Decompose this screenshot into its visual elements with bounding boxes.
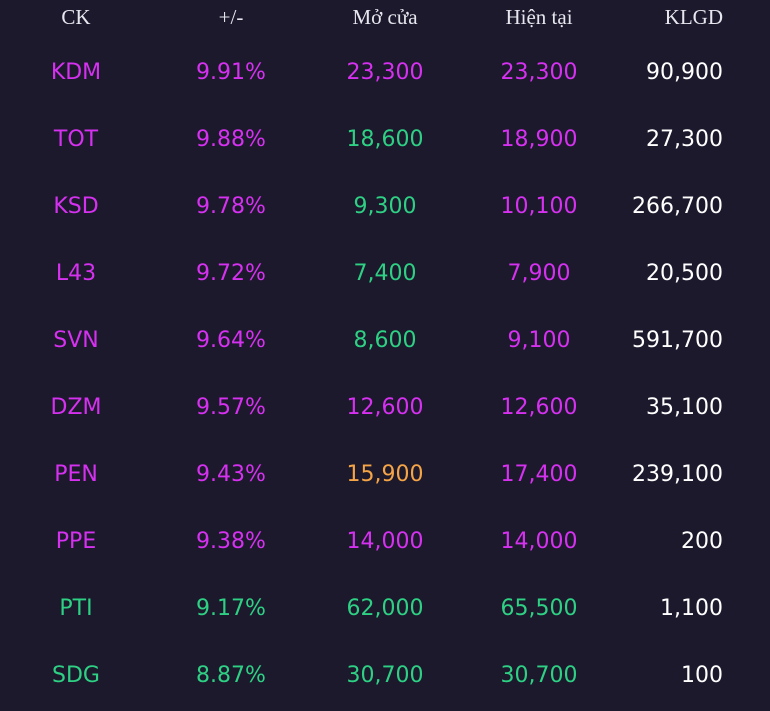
open-price-cell: 23,300 (346, 60, 424, 85)
open-price-cell: 30,700 (346, 663, 424, 688)
open-price-cell: 8,600 (353, 328, 417, 353)
current-price-cell: 7,900 (507, 261, 571, 286)
header-current[interactable]: Hiện tại (505, 5, 573, 29)
volume-cell: 27,300 (646, 127, 723, 152)
current-price-cell: 14,000 (500, 529, 578, 554)
current-price-cell: 17,400 (500, 462, 578, 487)
open-price-cell: 62,000 (346, 596, 424, 621)
open-price-cell: 18,600 (346, 127, 424, 152)
header-volume[interactable]: KLGD (664, 5, 723, 29)
change-cell: 8.87% (196, 663, 266, 688)
ticker-cell: KSD (53, 194, 99, 219)
change-cell: 9.57% (196, 395, 266, 420)
current-price-cell: 10,100 (500, 194, 578, 219)
change-cell: 9.88% (196, 127, 266, 152)
ticker-cell: L43 (55, 261, 97, 286)
header-ck[interactable]: CK (61, 5, 91, 29)
ticker-cell: PTI (59, 596, 93, 621)
volume-cell: 239,100 (632, 462, 723, 487)
table-row[interactable]: L43 9.72% 7,400 7,900 20,500 (0, 240, 770, 307)
current-price-cell: 12,600 (500, 395, 578, 420)
volume-cell: 20,500 (646, 261, 723, 286)
current-price-cell: 9,100 (507, 328, 571, 353)
table-row[interactable]: PTI 9.17% 62,000 65,500 1,100 (0, 575, 770, 642)
volume-cell: 200 (681, 529, 723, 554)
change-cell: 9.64% (196, 328, 266, 353)
volume-cell: 1,100 (660, 596, 723, 621)
table-row[interactable]: DZM 9.57% 12,600 12,600 35,100 (0, 374, 770, 441)
current-price-cell: 65,500 (500, 596, 578, 621)
table-row[interactable]: SDG 8.87% 30,700 30,700 100 (0, 642, 770, 709)
table-row[interactable]: PPE 9.38% 14,000 14,000 200 (0, 508, 770, 575)
table-header: CK +/- Mở cửa Hiện tại KLGD (0, 0, 770, 34)
open-price-cell: 14,000 (346, 529, 424, 554)
change-cell: 9.38% (196, 529, 266, 554)
volume-cell: 100 (681, 663, 723, 688)
ticker-cell: SDG (52, 663, 100, 688)
ticker-cell: TOT (53, 127, 99, 152)
open-price-cell: 9,300 (353, 194, 417, 219)
volume-cell: 266,700 (632, 194, 723, 219)
ticker-cell: KDM (50, 60, 102, 85)
open-price-cell: 12,600 (346, 395, 424, 420)
current-price-cell: 30,700 (500, 663, 578, 688)
volume-cell: 90,900 (646, 60, 723, 85)
change-cell: 9.17% (196, 596, 266, 621)
change-cell: 9.43% (196, 462, 266, 487)
table-row[interactable]: KSD 9.78% 9,300 10,100 266,700 (0, 173, 770, 240)
open-price-cell: 15,900 (346, 462, 424, 487)
change-cell: 9.91% (196, 60, 266, 85)
table-row[interactable]: KDM 9.91% 23,300 23,300 90,900 (0, 39, 770, 106)
ticker-cell: PPE (55, 529, 97, 554)
table-row[interactable]: SVN 9.64% 8,600 9,100 591,700 (0, 307, 770, 374)
current-price-cell: 18,900 (500, 127, 578, 152)
ticker-cell: SVN (53, 328, 99, 353)
volume-cell: 591,700 (632, 328, 723, 353)
current-price-cell: 23,300 (500, 60, 578, 85)
open-price-cell: 7,400 (353, 261, 417, 286)
table-row[interactable]: PEN 9.43% 15,900 17,400 239,100 (0, 441, 770, 508)
header-change[interactable]: +/- (218, 5, 244, 29)
header-open[interactable]: Mở cửa (352, 5, 418, 29)
volume-cell: 35,100 (646, 395, 723, 420)
ticker-cell: PEN (54, 462, 98, 487)
change-cell: 9.72% (196, 261, 266, 286)
change-cell: 9.78% (196, 194, 266, 219)
ticker-cell: DZM (50, 395, 102, 420)
table-row[interactable]: TOT 9.88% 18,600 18,900 27,300 (0, 106, 770, 173)
